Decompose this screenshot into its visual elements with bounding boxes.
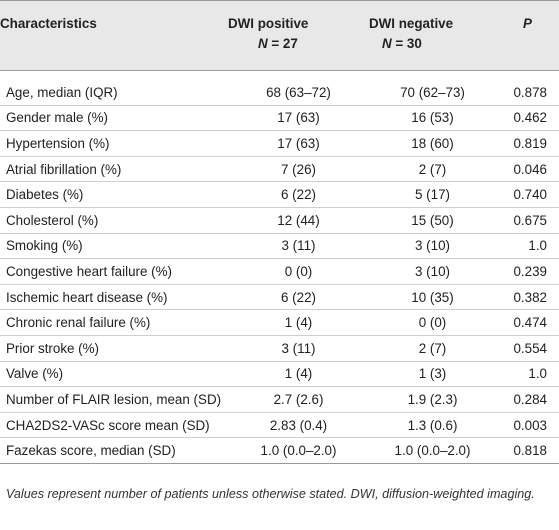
p-value: 0.382 (496, 284, 559, 311)
table-row: Smoking (%) 3 (11) 3 (10) 1.0 (0, 233, 559, 260)
table-row: Age, median (IQR) 68 (63–72) 70 (62–73) 0.8… (0, 80, 559, 106)
header-count-row: N = 27 N = 30 (0, 33, 559, 71)
table-row: Prior stroke (%) 3 (11) 2 (7) 0.554 (0, 335, 559, 362)
dwi-negative-value: 0 (0) (369, 309, 496, 336)
p-value: 1.0 (496, 233, 559, 260)
dwi-positive-value: 3 (11) (228, 335, 369, 362)
header-dwi-negative: DWI negative (369, 0, 496, 33)
dwi-positive-value: 7 (26) (228, 156, 369, 183)
table-row: Fazekas score, median (SD) 1.0 (0.0–2.0) 1… (0, 437, 559, 464)
p-value: 0.284 (496, 386, 559, 413)
dwi-positive-value: 2.83 (0.4) (228, 412, 369, 439)
header-p-value: P (496, 0, 559, 33)
p-value: 0.675 (496, 207, 559, 234)
dwi-positive-value: 6 (22) (228, 284, 369, 311)
spacer-row (0, 71, 559, 81)
row-label: Age, median (IQR) (0, 80, 228, 106)
p-value: 0.462 (496, 105, 559, 132)
dwi-negative-value: 3 (10) (369, 233, 496, 260)
n-value: = 30 (391, 36, 422, 51)
p-value: 0.818 (496, 437, 559, 464)
table-row: Gender male (%) 17 (63) 16 (53) 0.462 (0, 105, 559, 132)
p-value: 0.878 (496, 80, 559, 106)
p-value: 0.239 (496, 258, 559, 285)
row-label: Valve (%) (0, 361, 228, 388)
table-row: Chronic renal failure (%) 1 (4) 0 (0) 0.474 (0, 309, 559, 336)
p-value: 0.740 (496, 181, 559, 208)
n-value: = 27 (267, 36, 298, 51)
dwi-negative-value: 3 (10) (369, 258, 496, 285)
header-blank (496, 33, 559, 71)
row-label: Number of FLAIR lesion, mean (SD) (0, 386, 228, 413)
characteristics-table: Characteristics DWI positive DWI negativ… (0, 0, 559, 464)
row-label: Gender male (%) (0, 105, 228, 132)
dwi-negative-value: 2 (7) (369, 335, 496, 362)
header-dwi-positive-count: N = 27 (228, 33, 369, 71)
p-value: 0.819 (496, 130, 559, 157)
table-row: Atrial fibrillation (%) 7 (26) 2 (7) 0.046 (0, 156, 559, 183)
dwi-positive-value: 17 (63) (228, 105, 369, 132)
header-blank (0, 33, 228, 71)
p-value: 0.046 (496, 156, 559, 183)
table-footnote: Values represent number of patients unle… (6, 487, 535, 501)
dwi-negative-value: 1.9 (2.3) (369, 386, 496, 413)
dwi-negative-value: 1.0 (0.0–2.0) (369, 437, 496, 464)
table-row: Cholesterol (%) 12 (44) 15 (50) 0.675 (0, 207, 559, 234)
dwi-positive-value: 17 (63) (228, 130, 369, 157)
header-row: Characteristics DWI positive DWI negativ… (0, 0, 559, 33)
p-value: 1.0 (496, 361, 559, 388)
dwi-negative-value: 1.3 (0.6) (369, 412, 496, 439)
row-label: CHA2DS2-VASc score mean (SD) (0, 412, 228, 439)
row-label: Congestive heart failure (%) (0, 258, 228, 285)
row-label: Chronic renal failure (%) (0, 309, 228, 336)
dwi-positive-value: 3 (11) (228, 233, 369, 260)
header-characteristics: Characteristics (0, 0, 228, 33)
row-label: Fazekas score, median (SD) (0, 437, 228, 464)
table-row: Valve (%) 1 (4) 1 (3) 1.0 (0, 361, 559, 388)
row-label: Cholesterol (%) (0, 207, 228, 234)
dwi-positive-value: 2.7 (2.6) (228, 386, 369, 413)
dwi-negative-value: 2 (7) (369, 156, 496, 183)
row-label: Smoking (%) (0, 233, 228, 260)
p-value: 0.554 (496, 335, 559, 362)
p-value: 0.474 (496, 309, 559, 336)
dwi-negative-value: 15 (50) (369, 207, 496, 234)
dwi-negative-value: 18 (60) (369, 130, 496, 157)
dwi-positive-value: 1 (4) (228, 309, 369, 336)
row-label: Hypertension (%) (0, 130, 228, 157)
dwi-positive-value: 12 (44) (228, 207, 369, 234)
dwi-positive-value: 1 (4) (228, 361, 369, 388)
row-label: Prior stroke (%) (0, 335, 228, 362)
dwi-positive-value: 0 (0) (228, 258, 369, 285)
n-label: N (258, 36, 268, 51)
table-body: Age, median (IQR) 68 (63–72) 70 (62–73) 0.8… (0, 71, 559, 464)
p-value: 0.003 (496, 412, 559, 439)
dwi-positive-value: 6 (22) (228, 181, 369, 208)
header-dwi-positive: DWI positive (228, 0, 369, 33)
table-row: Ischemic heart disease (%) 6 (22) 10 (35) 0… (0, 284, 559, 311)
table-row: CHA2DS2-VASc score mean (SD) 2.83 (0.4) 1.… (0, 412, 559, 439)
dwi-negative-value: 10 (35) (369, 284, 496, 311)
dwi-negative-value: 5 (17) (369, 181, 496, 208)
n-label: N (382, 36, 392, 51)
table-row: Diabetes (%) 6 (22) 5 (17) 0.740 (0, 181, 559, 208)
table-row: Congestive heart failure (%) 0 (0) 3 (10) 0… (0, 258, 559, 285)
dwi-positive-value: 1.0 (0.0–2.0) (228, 437, 369, 464)
dwi-negative-value: 70 (62–73) (369, 80, 496, 106)
table-header: Characteristics DWI positive DWI negativ… (0, 0, 559, 71)
row-label: Diabetes (%) (0, 181, 228, 208)
dwi-positive-value: 68 (63–72) (228, 80, 369, 106)
dwi-negative-value: 1 (3) (369, 361, 496, 388)
header-dwi-negative-count: N = 30 (369, 33, 496, 71)
table-row: Number of FLAIR lesion, mean (SD) 2.7 (2.… (0, 386, 559, 413)
row-label: Atrial fibrillation (%) (0, 156, 228, 183)
dwi-negative-value: 16 (53) (369, 105, 496, 132)
row-label: Ischemic heart disease (%) (0, 284, 228, 311)
table-row: Hypertension (%) 17 (63) 18 (60) 0.819 (0, 130, 559, 157)
